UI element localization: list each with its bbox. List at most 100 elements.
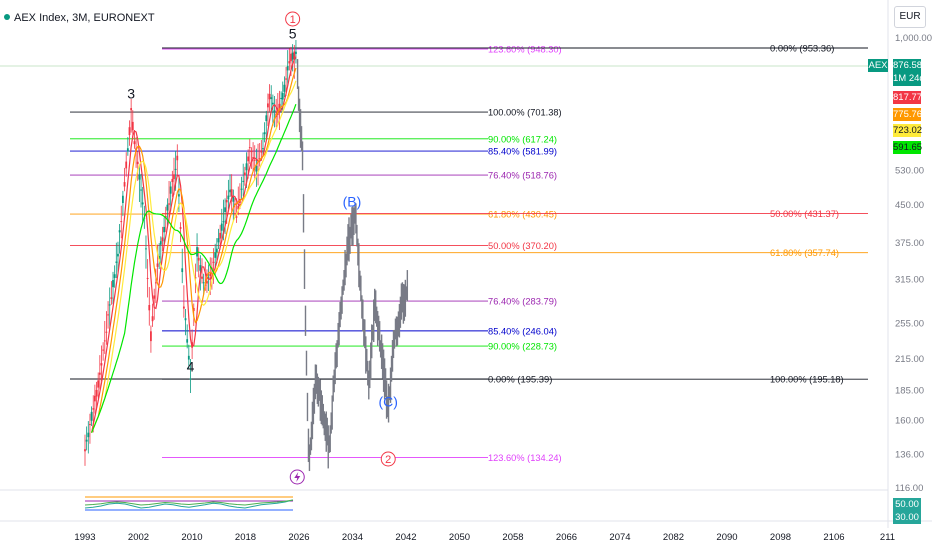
- candle-body: [151, 316, 154, 322]
- candle-body: [250, 150, 253, 153]
- candle-body: [84, 449, 86, 452]
- candle-body: [159, 241, 162, 245]
- candle-body: [260, 150, 263, 153]
- fib-level-label: 90.00% (228.73): [488, 342, 557, 353]
- candle-body: [243, 172, 246, 176]
- y-tick-label: 315.00: [895, 274, 924, 285]
- candle-body: [242, 180, 245, 182]
- y-tick-label: 160.00: [895, 416, 924, 427]
- wave-circle: [380, 451, 396, 467]
- candle-body: [92, 408, 95, 410]
- x-tick-label: 2002: [128, 532, 149, 543]
- fib-level-label: 0.00% (195.39): [488, 375, 552, 386]
- candle-body: [146, 277, 149, 279]
- fib-level-label: 85.40% (246.04): [488, 326, 557, 337]
- candle-body: [128, 127, 131, 136]
- fib-level-label: 61.80% (430.45): [488, 210, 557, 221]
- fib-level-label: 50.00% (431.37): [770, 209, 839, 220]
- candle-body: [209, 273, 212, 277]
- candle-body: [220, 223, 223, 231]
- candle-body: [237, 205, 240, 210]
- candle-body: [123, 182, 126, 187]
- x-tick-label: 2106: [823, 532, 844, 543]
- candle-body: [192, 307, 195, 311]
- candle-body: [110, 297, 113, 299]
- candle-body: [173, 174, 175, 180]
- candle-body: [262, 148, 264, 150]
- candle-body: [199, 265, 202, 271]
- candle-body: [107, 314, 109, 316]
- candle-body: [295, 51, 297, 54]
- projected-path: [296, 59, 409, 472]
- candle-body: [148, 304, 151, 311]
- candle-body: [105, 331, 108, 333]
- candle-body: [169, 186, 172, 194]
- x-tick-label: 2026: [288, 532, 309, 543]
- y-tick-label: 136.00: [895, 450, 924, 461]
- candle-body: [178, 194, 180, 197]
- candle-body: [89, 424, 91, 426]
- candle-body: [255, 165, 258, 172]
- candle-body: [113, 274, 116, 278]
- candle-body: [141, 202, 144, 205]
- fib-level-label: 85.40% (581.99): [488, 147, 557, 158]
- candle-body: [206, 281, 208, 284]
- fib-level-label: 123.60% (134.24): [488, 453, 562, 464]
- fib-level-label: 100.00% (195.18): [770, 375, 844, 386]
- candle-body: [154, 282, 157, 284]
- y-tick-label: 116.00: [895, 483, 923, 494]
- candle-body: [212, 261, 215, 263]
- x-tick-label: 2074: [609, 532, 630, 543]
- x-tick-label: 211: [880, 532, 895, 543]
- ma-line: [91, 103, 297, 433]
- candle-body: [283, 84, 286, 92]
- candle-body: [224, 207, 226, 213]
- symbol-title: AEX Index, 3M, EURONEXT: [4, 12, 155, 24]
- candle-body: [117, 253, 119, 257]
- wave-label: (C): [379, 393, 398, 409]
- candle-body: [122, 195, 124, 204]
- candle-body: [174, 168, 177, 170]
- candle-body: [273, 110, 276, 112]
- candle-body: [153, 295, 156, 299]
- candle-body: [278, 103, 281, 110]
- fib-level-label: 61.80% (357.74): [770, 248, 839, 259]
- wave-circle: [285, 11, 301, 27]
- candle-body: [280, 97, 283, 99]
- candle-body: [189, 378, 192, 380]
- candle-body: [245, 163, 248, 171]
- candle-body: [268, 93, 271, 100]
- candle-body: [120, 221, 123, 223]
- oscillator-line: [84, 499, 294, 509]
- candle-body: [201, 276, 203, 279]
- candle-body: [253, 159, 256, 161]
- candle-body: [215, 248, 218, 253]
- fib-level-label: 123.60% (948.30): [488, 45, 562, 56]
- wave-label: 4: [187, 358, 195, 374]
- y-tick-label: 450.00: [895, 200, 924, 211]
- candle-body: [197, 257, 200, 261]
- candle-body: [293, 51, 296, 60]
- symbol-title-text: AEX Index, 3M, EURONEXT: [14, 12, 155, 24]
- candle-body: [112, 280, 114, 288]
- candle-body: [217, 238, 220, 243]
- x-tick-label: 2098: [770, 532, 791, 543]
- ma-price-tag: 591.65: [893, 141, 923, 154]
- candle-body: [108, 304, 111, 306]
- candle-body: [184, 318, 187, 321]
- fib-level-label: 0.00% (953.36): [770, 44, 834, 55]
- candle-body: [214, 252, 217, 258]
- currency-button[interactable]: EUR: [894, 6, 926, 28]
- oscillator-signal: [84, 499, 294, 506]
- fib-level-label: 90.00% (617.24): [488, 134, 557, 145]
- candle-body: [281, 92, 284, 100]
- candle-body: [247, 156, 250, 162]
- candle-body: [163, 226, 166, 233]
- ma-line: [91, 67, 297, 433]
- candle-body: [194, 276, 197, 279]
- candle-body: [90, 411, 93, 421]
- y-tick-label: 185.00: [895, 385, 924, 396]
- x-tick-label: 2018: [235, 532, 256, 543]
- candle-body: [95, 389, 98, 397]
